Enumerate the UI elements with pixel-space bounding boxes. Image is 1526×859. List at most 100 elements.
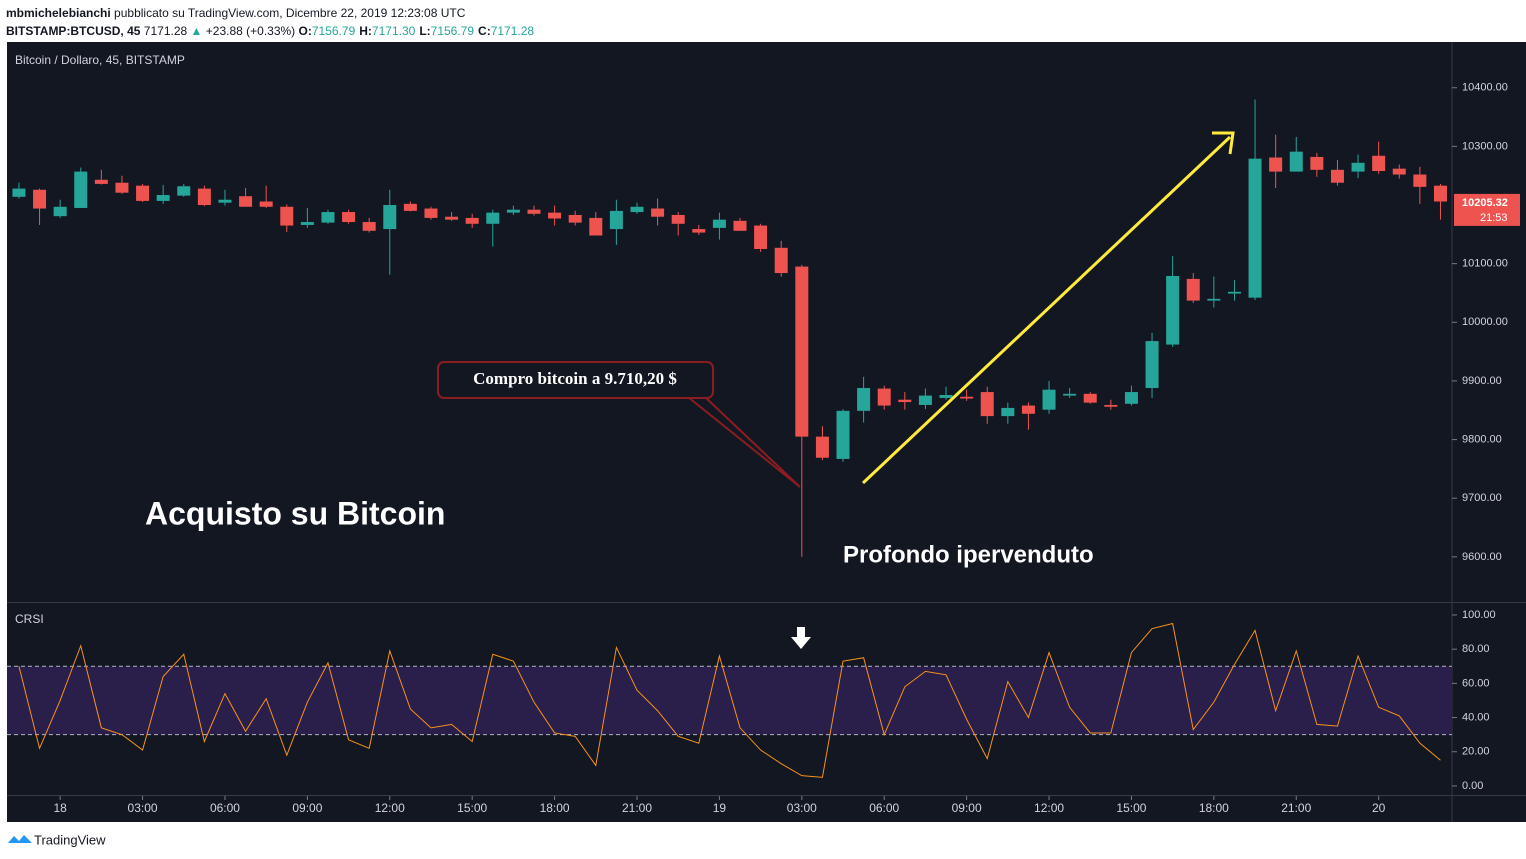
y-tick-label: 100.00 [1462,609,1496,621]
x-tick-label: 19 [713,801,727,815]
candle-body [1330,169,1344,183]
candle-body [918,395,932,405]
candle-body [836,410,850,459]
candle-body [589,217,603,236]
candle-body [1186,278,1200,301]
x-tick-label: 21:00 [622,801,652,815]
candle-body [671,214,685,224]
candle-body [136,185,150,201]
candle-body [1248,158,1262,298]
up-icon: ▲ [190,24,203,38]
candle-body [321,212,335,223]
candle-body [259,201,273,207]
candle-body [1413,174,1427,187]
candle-body [960,396,974,399]
logo[interactable] [8,835,32,843]
ohlc-label: L: [419,24,431,38]
x-tick-label: 15:00 [457,801,487,815]
candle-body [280,206,294,226]
y-tick-label: 9700.00 [1462,492,1502,504]
callout-box [437,361,714,399]
x-tick-label: 15:00 [1116,801,1146,815]
candle-body [94,179,108,184]
x-tick-label: 12:00 [1034,801,1064,815]
candle-body [218,199,232,203]
symbol: BITSTAMP:BTCUSD, 45 [6,24,141,38]
callout-text: Compro bitcoin a 9.710,20 $ [473,369,677,388]
x-tick-label: 18:00 [540,801,570,815]
x-tick-label: 06:00 [869,801,899,815]
x-tick-label: 09:00 [952,801,982,815]
header-line-2: BITSTAMP:BTCUSD, 45 7171.28 ▲ +23.88 (+0… [6,22,538,40]
ohlc-label: C: [478,24,491,38]
candle-body [1042,389,1056,410]
candle-body [445,216,459,220]
candle-body [1166,275,1180,345]
candle-body [383,205,397,230]
author: mbmichelebianchi [6,6,111,20]
candle-body [115,182,129,193]
candle-body [568,214,582,223]
candle-body [754,225,768,249]
brand[interactable]: TradingView [34,832,106,847]
candle-body [1289,151,1303,172]
candle-body [300,222,314,225]
candle-body [609,210,623,230]
x-tick-label: 06:00 [210,801,240,815]
x-tick-label: 09:00 [292,801,322,815]
y-tick-label: 20.00 [1462,746,1490,758]
down-arrow-icon [791,627,811,649]
candle-body [1083,393,1097,403]
callout-pointer [687,396,801,488]
candle-body [898,399,912,403]
candle-body [1351,162,1365,172]
candle-body [486,212,500,224]
candle-body [1001,407,1015,417]
y-tick-label: 40.00 [1462,711,1490,723]
change: +23.88 (+0.33%) [205,24,296,38]
candle-body [1310,156,1324,170]
band [7,666,1452,735]
x-tick-label: 21:00 [1281,801,1311,815]
header: mbmichelebianchi pubblicato su TradingVi… [6,4,538,40]
candle-body [197,188,211,206]
candle-body [712,219,726,228]
candle-body [506,209,520,213]
candle-body [156,195,170,201]
pane-title: Bitcoin / Dollaro, 45, BITSTAMP [15,53,185,67]
x-tick-label: 18:00 [1199,801,1229,815]
last: 7171.28 [143,24,188,38]
candle-body [424,208,438,218]
y-tick-label: 10300.00 [1462,140,1508,152]
y-tick-label: 10400.00 [1462,82,1508,94]
price-badge-label: 10205.32 [1462,197,1508,209]
annotation: Acquisto su Bitcoin [145,495,445,531]
candle-body [548,212,562,219]
trend-arrow-head [1212,131,1235,155]
header-line-1: mbmichelebianchi pubblicato su TradingVi… [6,4,538,22]
x-tick-label: 18 [53,801,67,815]
candle-body [12,188,26,197]
candle-body [1372,155,1386,172]
candle-body [1269,157,1283,172]
y-tick-label: 60.00 [1462,677,1490,689]
price-pane: 10400.00 10300.00 10100.00 10000.00 9900.00 9… [12,82,1520,815]
x-tick-label: 12:00 [375,801,405,815]
candle-body [980,392,994,417]
crsi-title: CRSI [15,612,44,626]
ohlc-value: 7171.30 [371,24,416,38]
candle-body [342,212,356,223]
candle-body [815,436,829,458]
y-tick-label: 9600.00 [1462,551,1502,563]
ohlc: O:7156.79 H:7171.30 L:7156.79 C:7171.28 [299,24,539,38]
candle-body [1207,298,1221,301]
trend-arrow [861,135,1232,485]
candle-body [527,209,541,214]
candle-body [1227,291,1241,294]
ohlc-value: 7171.28 [490,24,535,38]
candle-body [692,229,706,233]
candle-body [1124,392,1138,404]
y-tick-label: 10100.00 [1462,258,1508,270]
ohlc-value: 7156.79 [430,24,475,38]
